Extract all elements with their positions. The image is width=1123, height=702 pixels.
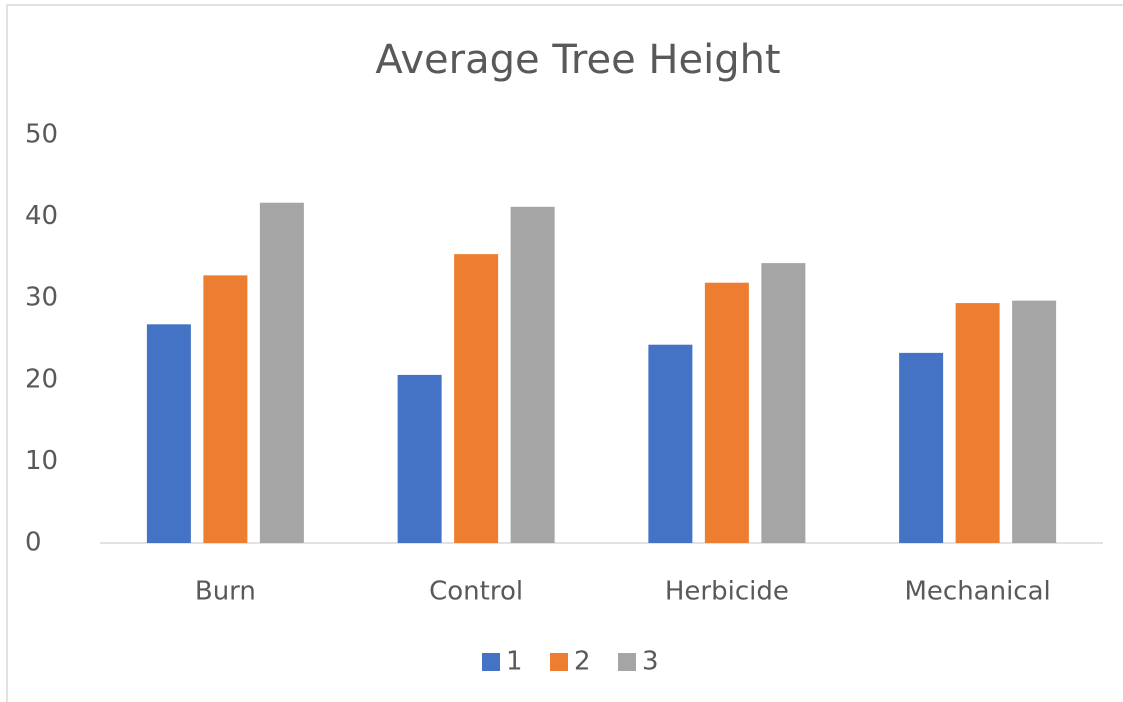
bar [259, 202, 304, 543]
legend-swatch [482, 653, 500, 671]
bar [146, 324, 191, 543]
bar [1012, 300, 1057, 543]
legend-label: 2 [574, 647, 591, 677]
y-tick-label: 50 [25, 120, 58, 150]
bar [510, 206, 555, 544]
legend-swatch [618, 653, 636, 671]
y-tick-label: 20 [25, 364, 58, 394]
bar [761, 263, 806, 543]
y-tick-label: 30 [25, 283, 58, 313]
bar [899, 352, 944, 543]
bar [648, 344, 693, 543]
x-tick-label: Mechanical [904, 577, 1050, 607]
legend-label: 1 [506, 647, 523, 677]
x-tick-label: Control [429, 577, 523, 607]
bar [454, 254, 499, 544]
y-tick-label: 40 [25, 201, 58, 231]
bar [203, 275, 248, 543]
legend-swatch [550, 653, 568, 671]
legend-label: 3 [642, 647, 659, 677]
chart-title: Average Tree Height [375, 37, 780, 83]
bar [955, 303, 1000, 543]
y-tick-label: 0 [25, 528, 42, 558]
bar [397, 374, 442, 543]
y-tick-label: 10 [25, 446, 58, 476]
x-tick-label: Herbicide [665, 577, 789, 607]
bar [704, 282, 749, 543]
x-tick-label: Burn [195, 577, 256, 607]
